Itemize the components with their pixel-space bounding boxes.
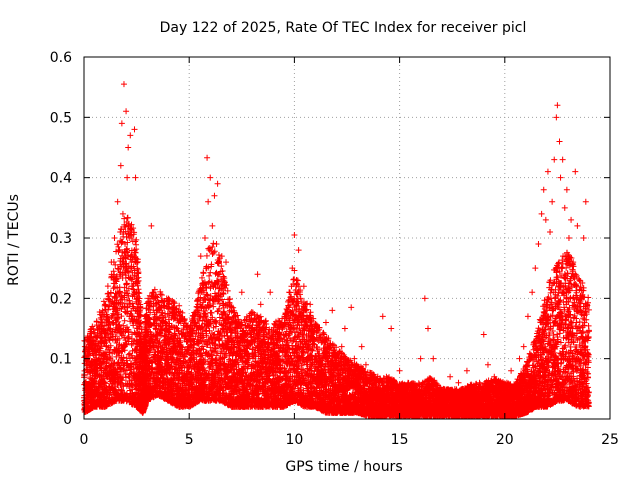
data-point: [87, 397, 94, 404]
data-point: [88, 362, 95, 369]
data-point: [87, 341, 94, 348]
data-point: [87, 406, 94, 413]
data-point: [90, 325, 97, 332]
data-point: [84, 394, 91, 401]
data-point: [81, 343, 88, 350]
data-point: [84, 369, 91, 376]
grid: [84, 57, 610, 419]
data-point: [85, 344, 92, 351]
data-point: [81, 406, 88, 413]
data-points: [81, 81, 592, 419]
data-point: [89, 345, 96, 352]
data-point: [84, 334, 91, 341]
data-point: [85, 368, 92, 375]
data-point: [87, 328, 94, 335]
data-point: [87, 352, 94, 359]
data-point: [100, 298, 107, 305]
chart-title: Day 122 of 2025, Rate Of TEC Index for r…: [160, 20, 527, 36]
